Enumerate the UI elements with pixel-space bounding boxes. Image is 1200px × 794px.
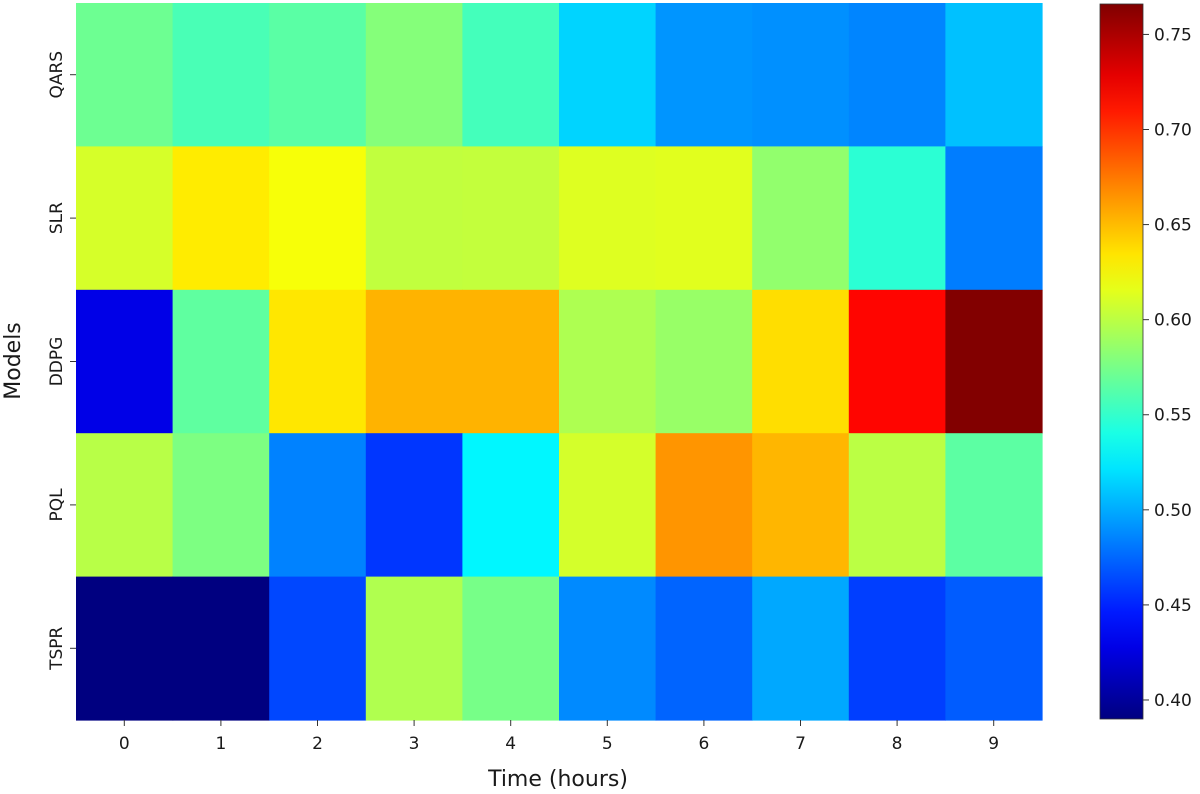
heatmap-cell: [848, 433, 946, 578]
heatmap-cell: [172, 146, 270, 291]
heatmap-cell: [655, 576, 753, 721]
heatmap-cell: [172, 433, 270, 578]
x-axis-ticks: 0 1 2 3 4 5 6 7 8 9: [119, 720, 999, 754]
heatmap-cell: [752, 576, 850, 721]
heatmap-cell: [559, 576, 657, 721]
colorbar-tick-label: 0.50: [1154, 501, 1192, 521]
x-tick-label: 8: [892, 734, 903, 754]
heatmap-cell: [172, 289, 270, 434]
heatmap-cell: [462, 3, 560, 147]
y-axis-ticks: QARS SLR DDPG PQL TSPR: [47, 51, 76, 671]
x-tick-label: 6: [698, 734, 709, 754]
colorbar-tick-label: 0.60: [1154, 311, 1192, 331]
heatmap-cell: [752, 3, 850, 147]
y-tick-label: QARS: [47, 51, 67, 99]
heatmap-cell: [848, 289, 946, 434]
colorbar-tick-label: 0.40: [1154, 691, 1192, 711]
colorbar-ticks: 0.40 0.45 0.50 0.55 0.60 0.65 0.70 0.75: [1143, 25, 1192, 711]
heatmap-cell: [945, 146, 1043, 291]
colorbar-tick-label: 0.75: [1154, 25, 1192, 45]
heatmap-cell: [462, 289, 560, 434]
heatmap-cell: [655, 433, 753, 578]
y-tick-label: TSPR: [47, 626, 67, 670]
colorbar: 0.40 0.45 0.50 0.55 0.60 0.65 0.70 0.75: [1099, 3, 1192, 720]
heatmap-cell: [559, 433, 657, 578]
heatmap-cell: [752, 289, 850, 434]
heatmap-cell: [76, 576, 174, 721]
x-tick-label: 2: [312, 734, 323, 754]
x-axis-label: Time (hours): [487, 767, 628, 792]
heatmap-cell: [365, 289, 463, 434]
heatmap-cell: [559, 146, 657, 291]
colorbar-gradient: [1099, 3, 1144, 720]
heatmap-cell: [945, 3, 1043, 147]
heatmap-cell: [848, 146, 946, 291]
heatmap-cell: [655, 289, 753, 434]
heatmap-cell: [172, 3, 270, 147]
heatmap-cell: [269, 3, 367, 147]
heatmap-cell: [269, 289, 367, 434]
y-tick-label: SLR: [47, 202, 67, 234]
heatmap-cell: [365, 146, 463, 291]
heatmap-cell: [172, 576, 270, 721]
heatmap-cell: [365, 3, 463, 147]
x-tick-label: 4: [505, 734, 516, 754]
heatmap-cell: [848, 576, 946, 721]
heatmap-cell: [269, 576, 367, 721]
heatmap-cell: [848, 3, 946, 147]
heatmap-cell: [462, 146, 560, 291]
x-tick-label: 5: [602, 734, 613, 754]
heatmap-cell: [76, 3, 174, 147]
y-tick-label: DDPG: [47, 337, 67, 387]
heatmap-cell: [559, 3, 657, 147]
colorbar-tick-label: 0.70: [1154, 121, 1192, 141]
heatmap-cell: [269, 433, 367, 578]
heatmap-cell: [945, 289, 1043, 434]
heatmap-cell: [76, 289, 174, 434]
heatmap-cell: [752, 146, 850, 291]
y-axis-label: Models: [1, 322, 26, 400]
x-tick-label: 9: [988, 734, 999, 754]
colorbar-tick-label: 0.45: [1154, 596, 1192, 616]
heatmap-cell: [76, 433, 174, 578]
heatmap-cell: [752, 433, 850, 578]
heatmap-cell: [945, 576, 1043, 721]
x-tick-label: 0: [119, 734, 130, 754]
y-tick-label: PQL: [47, 488, 67, 522]
heatmap-cell: [462, 576, 560, 721]
heatmap-cell: [462, 433, 560, 578]
heatmap-cell: [365, 576, 463, 721]
heatmap-cell: [269, 146, 367, 291]
heatmap-cells: [76, 3, 1043, 721]
heatmap-cell: [365, 433, 463, 578]
heatmap-cell: [76, 146, 174, 291]
x-tick-label: 3: [409, 734, 420, 754]
colorbar-tick-label: 0.65: [1154, 216, 1192, 236]
heatmap-cell: [945, 433, 1043, 578]
x-tick-label: 7: [795, 734, 806, 754]
heatmap-cell: [655, 3, 753, 147]
colorbar-tick-label: 0.55: [1154, 406, 1192, 426]
heatmap-cell: [559, 289, 657, 434]
heatmap-cell: [655, 146, 753, 291]
x-tick-label: 1: [215, 734, 226, 754]
